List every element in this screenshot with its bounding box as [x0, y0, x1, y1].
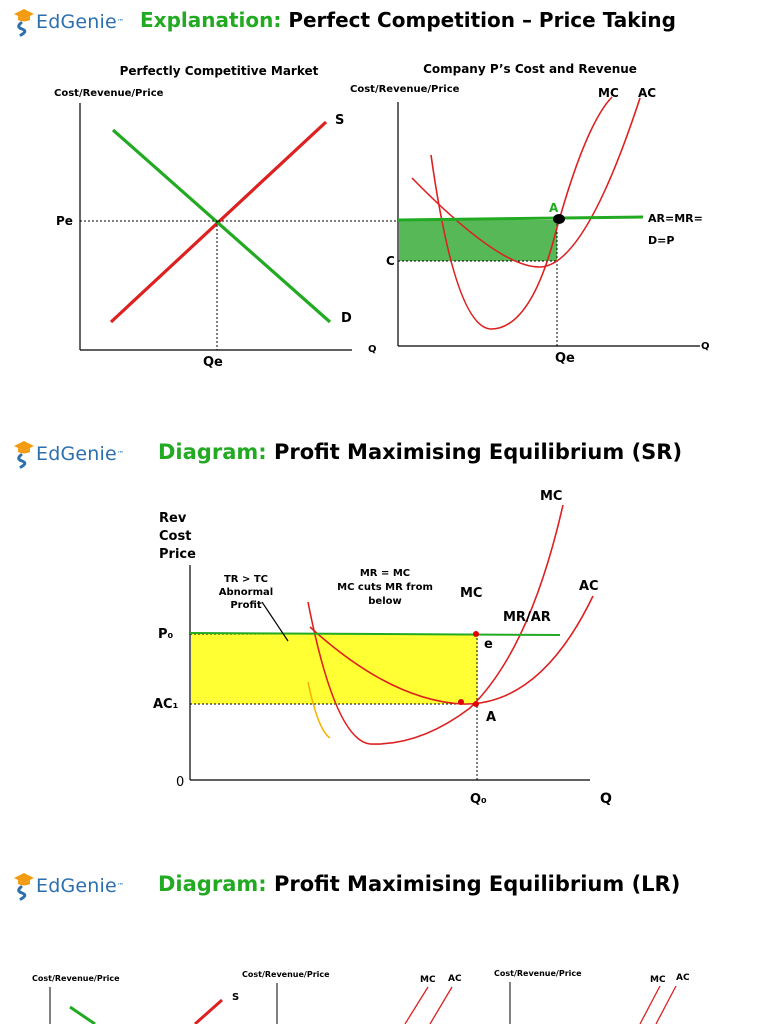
mr-ar-line: [189, 632, 561, 636]
firm-ac-label: AC: [638, 86, 656, 100]
sr-mc-curve-lower: [307, 681, 331, 739]
mr-ar-label: MR/AR: [503, 610, 551, 625]
lr-equilibrium-diagram: Cost/Revenue/Price S Cost/Revenue/Price …: [32, 969, 690, 1024]
sr-x-axis-label: Q: [600, 791, 612, 807]
p0-label: P₀: [158, 627, 174, 642]
section3-title-text: Profit Maximising Equilibrium (LR): [273, 872, 681, 896]
firm-qty-label: Qe: [555, 351, 575, 366]
market-price-label: Pe: [56, 214, 73, 228]
point-e-label: e: [484, 637, 493, 652]
section-perfect-competition: EdGenie ™ Explanation: Perfect Competitio…: [0, 0, 768, 390]
section2-title-text: Profit Maximising Equilibrium (SR): [273, 440, 683, 464]
brand-tm: ™: [116, 18, 124, 26]
profit-note-line1: TR > TC: [224, 574, 268, 585]
rule-note-line1: MR = MC: [360, 568, 410, 579]
sr-mc-curve: [307, 504, 564, 745]
firm-x-axis-label: Q: [701, 341, 710, 352]
section-sr-equilibrium: EdGenie ™ Diagram: Profit Maximising Equi…: [0, 430, 768, 830]
supply-label: S: [335, 113, 344, 128]
ac1-label: AC₁: [153, 697, 178, 712]
brand-tm: ™: [116, 882, 124, 890]
section3-title-keyword: Diagram:: [158, 872, 267, 896]
firm-mc-label: MC: [598, 86, 619, 100]
ar-mr-label-line1: AR=MR=: [648, 212, 703, 225]
sr-mc-top-label: MC: [540, 489, 562, 504]
edgenie-logo: EdGenie ™: [12, 439, 124, 469]
sr-mc-label: MC: [460, 586, 482, 601]
lr-mid-mc-curve: [404, 986, 429, 1024]
mc-min-marker: [458, 699, 464, 705]
perfect-competition-diagram: Perfectly Competitive Market Cost/Revenu…: [54, 62, 710, 370]
lr-mid-ac-label: AC: [448, 974, 462, 984]
brand-name: EdGenie: [36, 11, 117, 33]
ar-mr-label-line2: D=P: [648, 234, 674, 247]
sr-y-label-line3: Price: [159, 547, 196, 562]
rule-note-line3: below: [368, 596, 401, 607]
section-lr-equilibrium: EdGenie ™ Diagram: Profit Maximising Equi…: [0, 862, 768, 1024]
ar-mr-line: [397, 215, 644, 222]
market-heading: Perfectly Competitive Market: [120, 64, 319, 78]
profit-area: [399, 220, 557, 261]
firm-heading: Company P’s Cost and Revenue: [423, 62, 637, 76]
lr-left-demand-curve: [69, 1005, 96, 1024]
lr-left-supply-curve: [194, 998, 223, 1024]
sr-ac-label: AC: [579, 579, 599, 594]
lr-right-y-label: Cost/Revenue/Price: [494, 969, 582, 978]
cost-label: C: [386, 254, 395, 268]
point-a-marker: [553, 214, 565, 224]
demand-curve: [111, 128, 332, 324]
section1-title: Explanation: Perfect Competition – Price…: [140, 8, 676, 32]
lr-mid-mc-label: MC: [420, 975, 436, 985]
section1-title-text: Perfect Competition – Price Taking: [288, 8, 676, 32]
sr-y-label-line2: Cost: [159, 529, 191, 544]
section2-title-keyword: Diagram:: [158, 440, 267, 464]
edgenie-logo: EdGenie ™: [12, 871, 124, 901]
section3-title: Diagram: Profit Maximising Equilibrium (…: [158, 872, 680, 896]
sr-y-label-line1: Rev: [159, 511, 187, 526]
brand-name: EdGenie: [36, 875, 117, 897]
brand-tm: ™: [116, 450, 124, 458]
market-y-axis-label: Cost/Revenue/Price: [54, 88, 164, 99]
abnormal-profit-area: [191, 634, 477, 704]
sr-origin-label: 0: [176, 775, 184, 790]
point-a-marker: [473, 701, 479, 707]
rule-note-line2: MC cuts MR from: [337, 582, 433, 593]
sr-equilibrium-diagram: Rev Cost Price 0 Q P₀ AC₁ Q₀ MC MC AC MR…: [153, 489, 612, 807]
graduation-cap-icon: [14, 441, 34, 469]
demand-label: D: [341, 311, 352, 326]
point-a-label: A: [549, 201, 559, 215]
lr-mid-ac-curve: [429, 986, 453, 1024]
section2-title: Diagram: Profit Maximising Equilibrium (…: [158, 440, 682, 464]
market-qty-label: Qe: [203, 355, 223, 370]
profit-note-line3: Profit: [230, 600, 262, 611]
section3-header: EdGenie ™: [12, 868, 124, 904]
section1-title-keyword: Explanation:: [140, 8, 282, 32]
q0-label: Q₀: [470, 792, 487, 807]
lr-right-mc-label: MC: [650, 975, 666, 985]
brand-name: EdGenie: [36, 443, 117, 465]
profit-note-line2: Abnormal: [219, 587, 273, 598]
firm-ac-curve: [411, 97, 641, 268]
firm-mc-curve: [430, 96, 613, 330]
point-a-label: A: [486, 710, 496, 725]
lr-mid-y-label: Cost/Revenue/Price: [242, 970, 330, 979]
graduation-cap-icon: [14, 873, 34, 901]
section1-header: EdGenie ™: [12, 4, 124, 40]
lr-right-ac-curve: [655, 985, 677, 1024]
lr-right-mc-curve: [639, 985, 661, 1024]
lr-left-supply-label: S: [232, 992, 239, 1003]
market-x-axis-label: Q: [368, 344, 377, 355]
edgenie-logo: EdGenie ™: [12, 7, 124, 37]
section2-header: EdGenie ™: [12, 436, 124, 472]
point-e-marker: [473, 631, 479, 637]
lr-right-ac-label: AC: [676, 973, 690, 983]
lr-left-y-label: Cost/Revenue/Price: [32, 974, 120, 983]
graduation-cap-icon: [14, 9, 34, 37]
note-arrow: [261, 601, 289, 642]
firm-y-axis-label: Cost/Revenue/Price: [350, 84, 460, 95]
